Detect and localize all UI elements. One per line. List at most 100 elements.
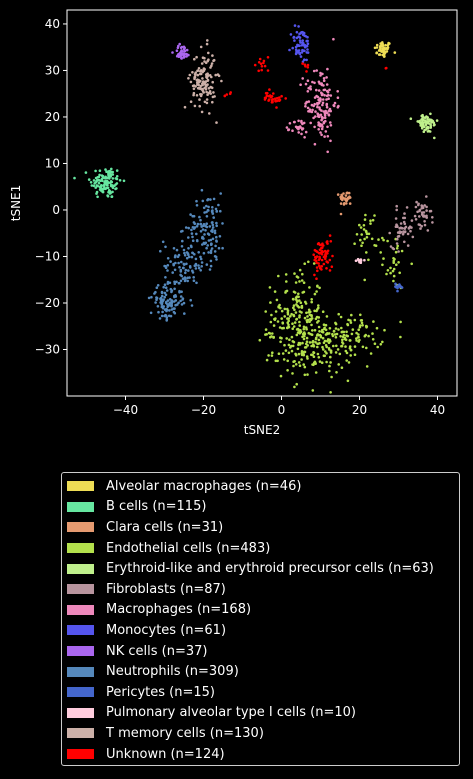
data-point bbox=[301, 48, 304, 52]
data-point bbox=[304, 300, 307, 304]
data-point bbox=[199, 84, 202, 88]
data-point bbox=[328, 364, 331, 368]
data-point bbox=[357, 340, 361, 343]
data-point bbox=[305, 70, 308, 73]
data-point bbox=[212, 197, 216, 201]
x-tick-label: −20 bbox=[191, 403, 216, 417]
data-point bbox=[201, 89, 205, 93]
data-point bbox=[218, 235, 222, 238]
data-point bbox=[211, 206, 214, 209]
data-point bbox=[309, 121, 313, 125]
data-point bbox=[198, 104, 201, 108]
data-point bbox=[217, 246, 221, 250]
data-point bbox=[299, 301, 303, 305]
data-point bbox=[205, 222, 208, 225]
data-point bbox=[406, 244, 410, 247]
data-point bbox=[353, 242, 356, 245]
data-point bbox=[187, 77, 190, 80]
data-point bbox=[325, 83, 329, 86]
data-point bbox=[395, 208, 399, 212]
data-point bbox=[273, 317, 276, 321]
data-point bbox=[157, 310, 160, 314]
data-point bbox=[321, 336, 325, 340]
data-point bbox=[106, 186, 110, 190]
data-point bbox=[169, 287, 173, 291]
data-point bbox=[93, 182, 96, 185]
data-point bbox=[198, 98, 201, 101]
data-point bbox=[172, 247, 176, 250]
data-point bbox=[291, 46, 295, 50]
y-tick-label: 40 bbox=[45, 17, 60, 31]
data-point bbox=[362, 228, 366, 231]
data-point bbox=[320, 82, 324, 85]
data-point bbox=[212, 58, 216, 62]
data-point bbox=[192, 276, 195, 279]
data-point bbox=[110, 195, 114, 198]
data-point bbox=[183, 254, 187, 257]
data-point bbox=[181, 239, 184, 243]
data-point bbox=[316, 269, 319, 273]
data-point bbox=[311, 329, 314, 332]
data-point bbox=[287, 351, 291, 355]
data-point bbox=[115, 177, 119, 181]
data-point bbox=[179, 279, 183, 283]
data-point bbox=[280, 336, 283, 340]
data-point bbox=[205, 101, 209, 105]
data-point bbox=[214, 207, 218, 211]
data-point bbox=[287, 323, 290, 327]
data-point bbox=[215, 224, 218, 228]
data-point bbox=[187, 253, 190, 256]
data-point bbox=[301, 272, 304, 276]
data-point bbox=[336, 348, 340, 351]
data-point bbox=[189, 266, 192, 269]
data-point bbox=[209, 198, 212, 201]
data-point bbox=[309, 318, 313, 322]
data-point bbox=[400, 249, 404, 253]
data-point bbox=[330, 375, 333, 379]
data-point bbox=[285, 126, 289, 129]
data-point bbox=[115, 175, 119, 178]
data-point bbox=[341, 338, 344, 342]
data-point bbox=[178, 266, 181, 269]
legend-label: Endothelial cells (n=483) bbox=[106, 540, 271, 556]
data-point bbox=[311, 80, 314, 84]
data-point bbox=[298, 316, 301, 319]
data-point bbox=[278, 326, 282, 329]
data-point bbox=[320, 258, 324, 262]
data-point bbox=[173, 280, 176, 284]
data-point bbox=[301, 352, 305, 356]
data-point bbox=[414, 218, 418, 221]
data-point bbox=[274, 359, 278, 363]
data-point bbox=[122, 179, 126, 183]
data-point bbox=[344, 345, 347, 348]
data-point bbox=[336, 193, 340, 196]
data-point bbox=[409, 117, 413, 120]
data-point bbox=[101, 190, 105, 193]
data-point bbox=[97, 181, 101, 185]
data-point bbox=[193, 75, 197, 79]
data-point bbox=[172, 300, 176, 303]
legend-swatch bbox=[67, 481, 94, 492]
data-point bbox=[111, 186, 115, 189]
data-point bbox=[297, 352, 301, 356]
data-point bbox=[264, 91, 268, 95]
data-point bbox=[174, 261, 177, 265]
data-point bbox=[199, 222, 203, 226]
data-point bbox=[433, 136, 436, 140]
data-point bbox=[345, 330, 348, 334]
data-point bbox=[405, 206, 409, 209]
data-point bbox=[372, 320, 375, 323]
data-point bbox=[73, 176, 76, 180]
data-point bbox=[221, 246, 224, 250]
data-point bbox=[279, 306, 282, 310]
data-point bbox=[335, 344, 338, 348]
data-point bbox=[386, 44, 390, 47]
data-point bbox=[299, 32, 302, 35]
data-point bbox=[334, 327, 338, 330]
data-point bbox=[115, 182, 119, 185]
data-point bbox=[200, 265, 203, 268]
data-point bbox=[322, 255, 326, 259]
data-point bbox=[302, 337, 306, 341]
data-point bbox=[392, 257, 395, 260]
y-axis-label: tSNE1 bbox=[9, 185, 23, 222]
